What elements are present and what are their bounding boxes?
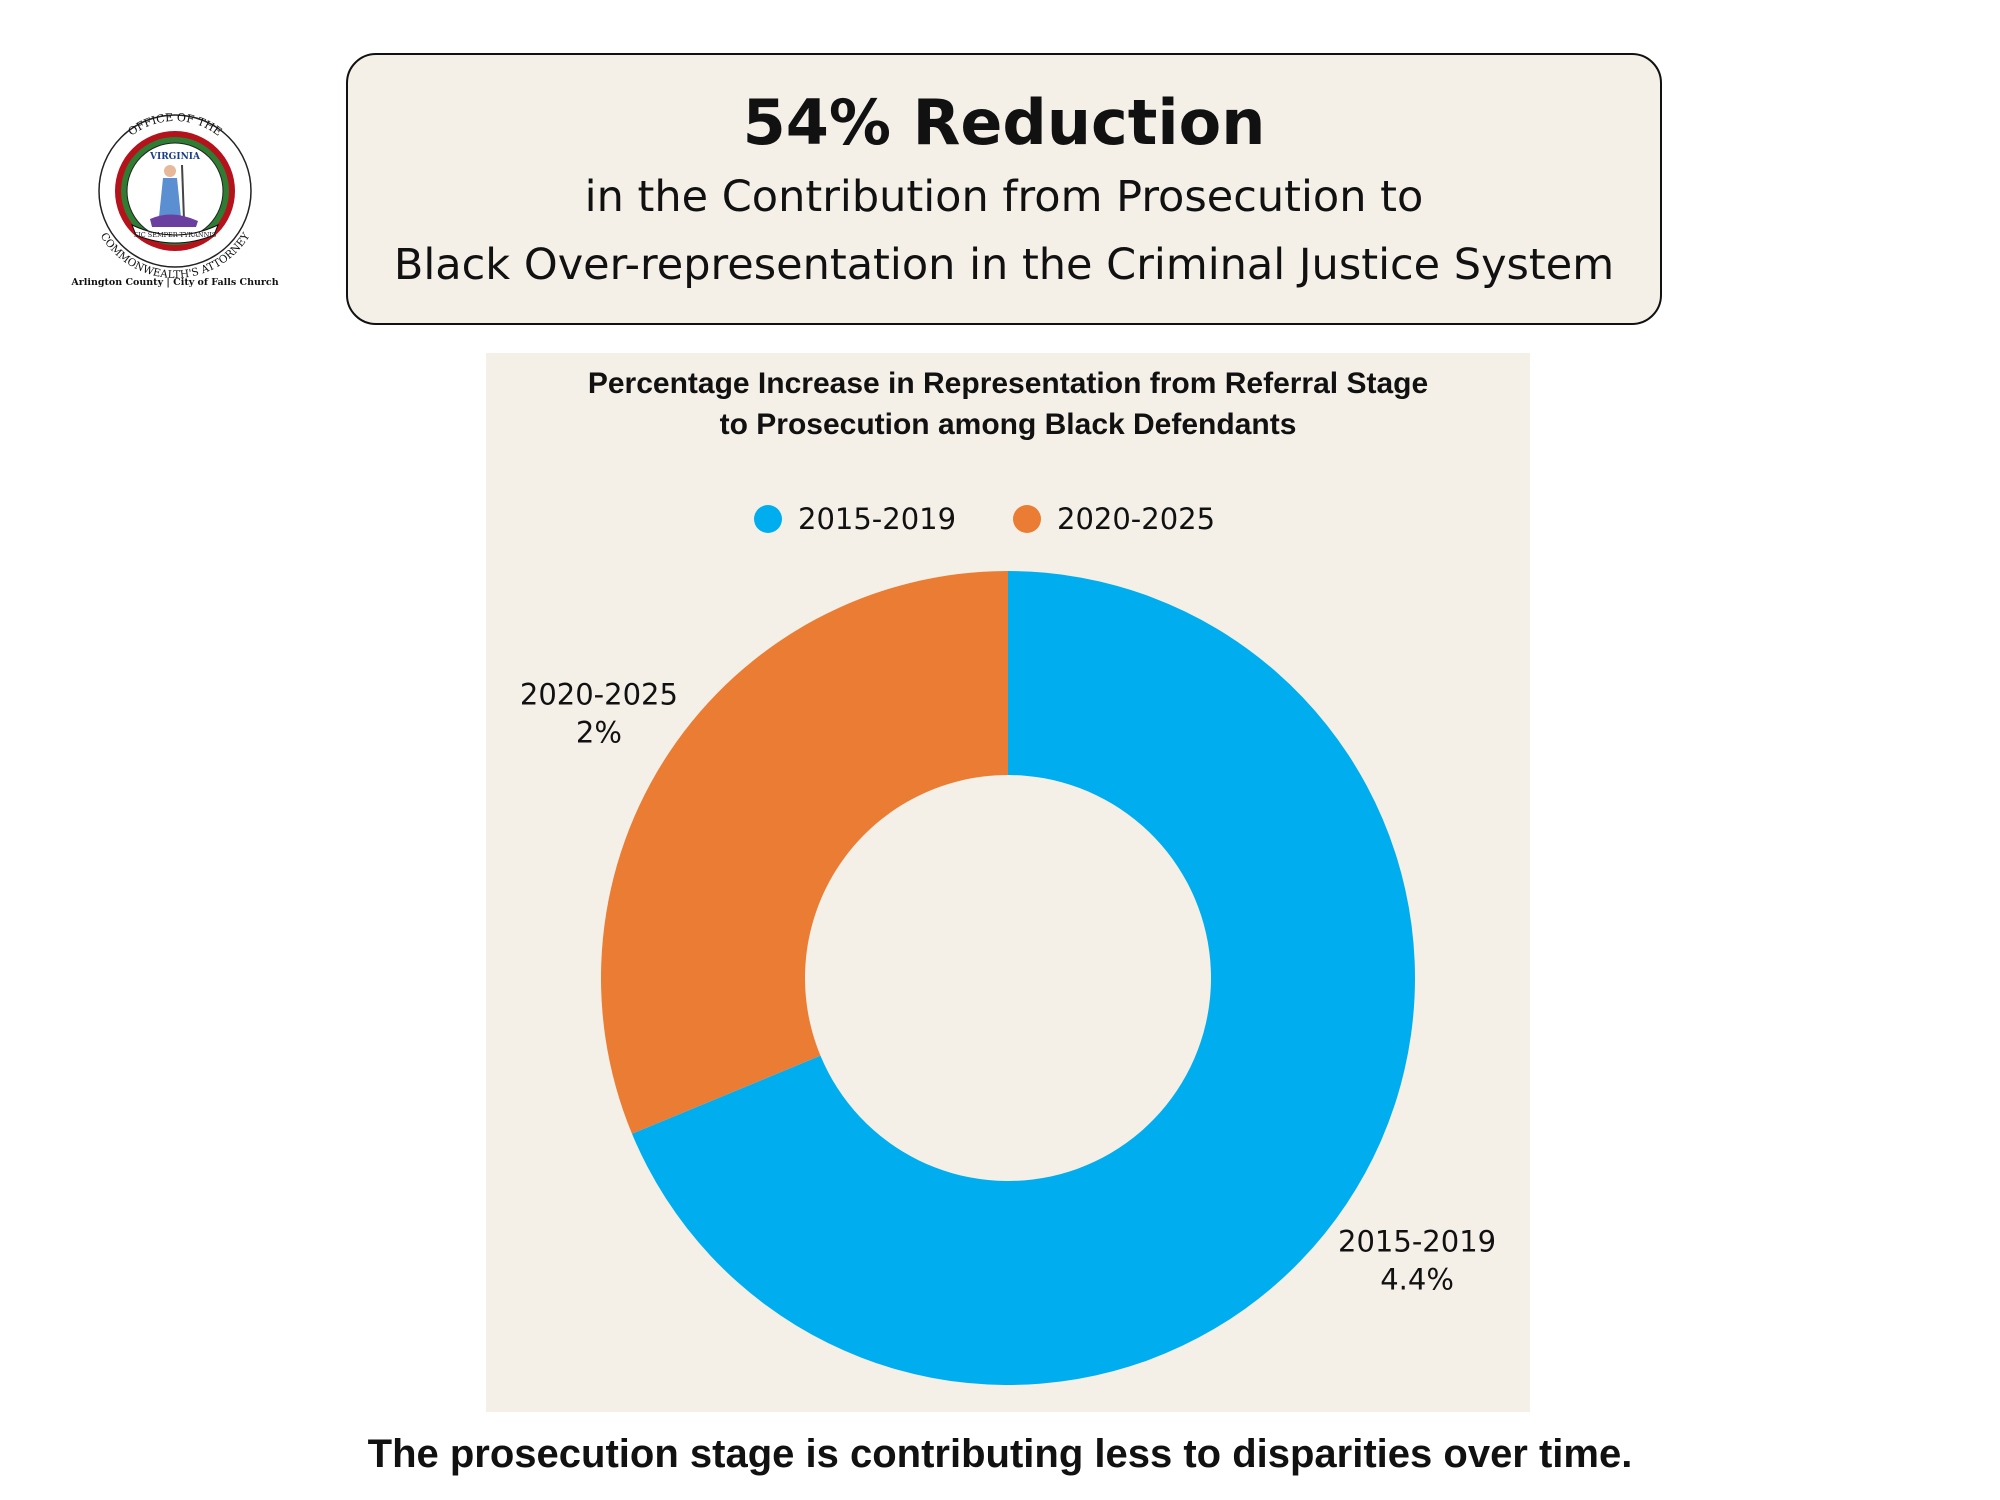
donut-slices [601, 571, 1415, 1385]
header-box: 54% Reduction in the Contribution from P… [346, 53, 1662, 325]
seal-inner-top-text: VIRGINIA [149, 152, 201, 162]
donut-chart: Percentage Increase in Representation fr… [520, 367, 1496, 1385]
chart-title-line-2: to Prosecution among Black Defendants [720, 408, 1297, 441]
seal-figure [150, 164, 198, 227]
seal-motto: SIC SEMPER TYRANNIS [134, 231, 217, 239]
slice-2015-2019 [631, 571, 1415, 1385]
legend-swatch-2015-2019 [754, 505, 782, 533]
chart-legend: 2015-2019 2020-2025 [754, 502, 1215, 536]
seal-logo: OFFICE OF THE COMMONWEALTH'S ATTORNEY VI… [60, 95, 290, 295]
legend-label-2020-2025: 2020-2025 [1057, 502, 1215, 536]
slice-2020-2025 [601, 571, 1008, 1134]
chart-title-line-1: Percentage Increase in Representation fr… [588, 367, 1428, 400]
legend-label-2015-2019: 2015-2019 [798, 502, 956, 536]
slice-labels: 2015-2019 4.4% 2020-2025 2% [520, 678, 1496, 1297]
subheadline-line-1: in the Contribution from Prosecution to [584, 172, 1424, 222]
footer-caption: The prosecution stage is contributing le… [367, 1432, 1633, 1476]
seal-caption: Arlington County | City of Falls Church [71, 277, 279, 288]
slice-label-name-2015-2019: 2015-2019 [1338, 1224, 1496, 1258]
slice-label-value-2020-2025: 2% [576, 716, 622, 750]
headline: 54% Reduction [742, 86, 1266, 159]
slice-label-value-2015-2019: 4.4% [1380, 1262, 1454, 1296]
legend-swatch-2020-2025 [1013, 505, 1041, 533]
chart-panel: Percentage Increase in Representation fr… [486, 353, 1530, 1412]
slice-label-name-2020-2025: 2020-2025 [520, 678, 678, 712]
subheadline-line-2: Black Over-representation in the Crimina… [393, 240, 1615, 290]
